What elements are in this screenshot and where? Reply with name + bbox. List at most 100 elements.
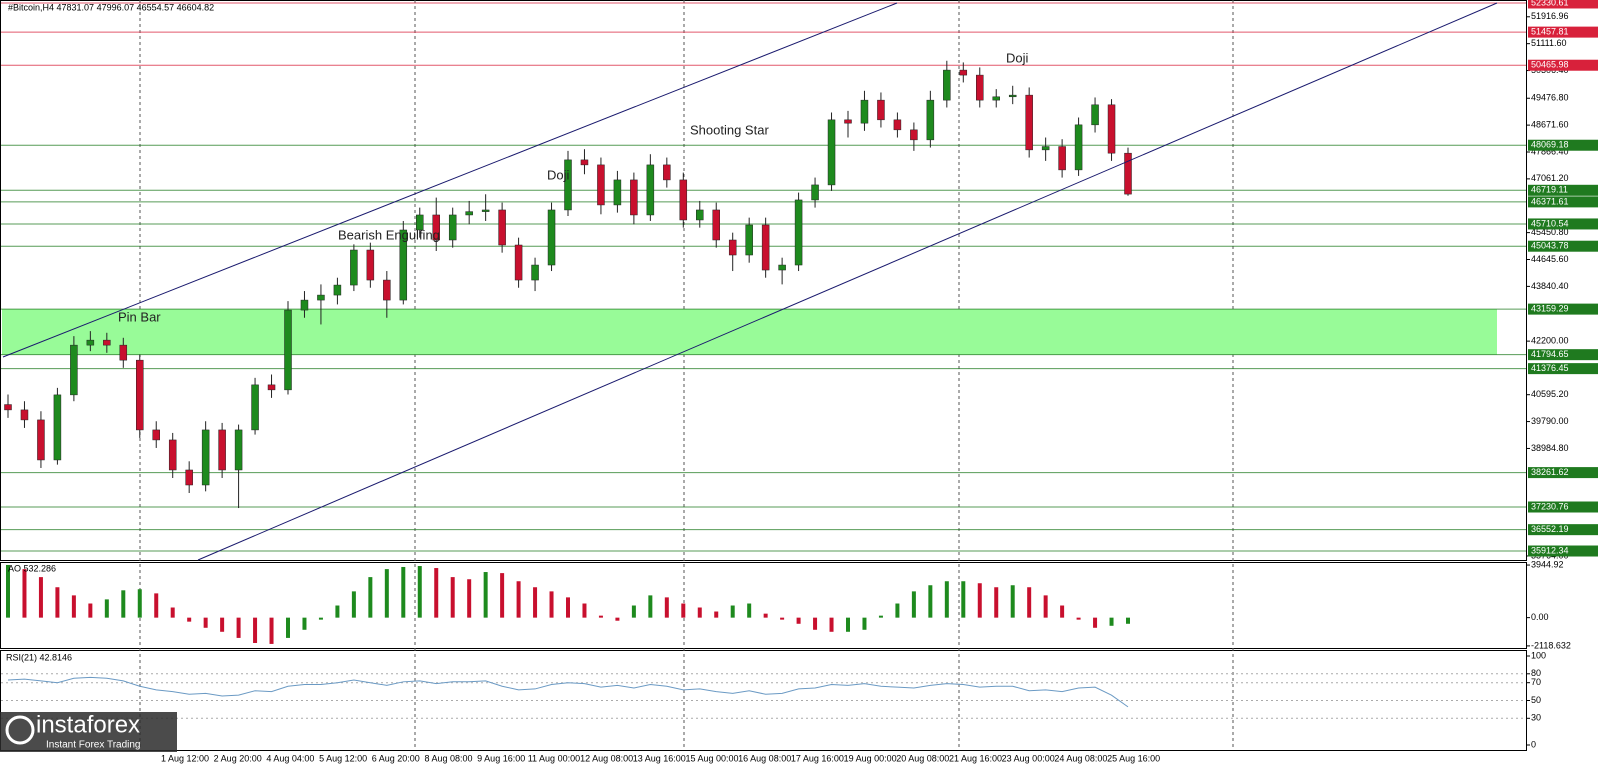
candle-body bbox=[119, 344, 128, 361]
candle-body bbox=[877, 99, 885, 121]
ao-bar bbox=[253, 617, 258, 643]
level-label: 46719.11 bbox=[1531, 185, 1568, 195]
ao-bar bbox=[566, 597, 570, 618]
ao-bar bbox=[944, 581, 949, 618]
candle-body bbox=[185, 469, 193, 486]
ao-bar bbox=[598, 615, 603, 618]
level-tag bbox=[1528, 524, 1598, 536]
candle-body bbox=[284, 309, 292, 391]
candle-body bbox=[1041, 146, 1050, 151]
ao-bar bbox=[813, 617, 818, 630]
candle-body bbox=[712, 209, 720, 241]
candle-body bbox=[926, 99, 935, 141]
y-tick-label: 3944.92 bbox=[1531, 559, 1564, 569]
ao-bar bbox=[335, 605, 340, 618]
ao-bar bbox=[154, 593, 159, 618]
ao-bar bbox=[384, 569, 389, 618]
level-tag bbox=[1528, 349, 1598, 361]
candle-body bbox=[860, 99, 869, 124]
candle-body bbox=[992, 96, 1000, 101]
annotation: Doji bbox=[1006, 50, 1029, 65]
ao-bar bbox=[286, 617, 290, 638]
candle-body bbox=[613, 179, 622, 206]
ao-bar bbox=[697, 607, 702, 618]
candle-body bbox=[794, 199, 803, 266]
candle-body bbox=[37, 419, 45, 461]
candle-body bbox=[399, 229, 408, 301]
level-label: 36552.19 bbox=[1531, 524, 1569, 534]
level-label: 35912.34 bbox=[1531, 545, 1569, 555]
y-tick-label: 40595.20 bbox=[1531, 389, 1569, 399]
logo-icon bbox=[5, 715, 35, 745]
rsi-line bbox=[7, 676, 1129, 708]
ao-bar bbox=[763, 613, 768, 618]
candle-body bbox=[366, 249, 375, 281]
logo-box bbox=[0, 712, 177, 752]
candle-body bbox=[547, 209, 556, 266]
level-tag bbox=[1528, 26, 1598, 38]
ao-bar bbox=[747, 603, 752, 618]
candle-body bbox=[168, 439, 177, 471]
level-tag bbox=[1528, 501, 1598, 513]
y-tick-label: 43840.40 bbox=[1531, 281, 1569, 291]
ao-bar bbox=[1060, 605, 1065, 618]
ao-bar bbox=[928, 585, 933, 618]
ao-bar bbox=[631, 605, 636, 618]
ao-bar bbox=[1093, 617, 1098, 628]
header: #Bitcoin,H4 47831.07 47996.07 46554.57 4… bbox=[8, 2, 214, 12]
candle-body bbox=[1025, 94, 1033, 151]
y-tick-label: 70 bbox=[1531, 677, 1541, 687]
level-label: 37230.76 bbox=[1531, 501, 1569, 511]
candle-body bbox=[531, 264, 539, 281]
candle-body bbox=[136, 359, 144, 431]
candle-body bbox=[844, 119, 852, 124]
x-tick-label: 8 Aug 08:00 bbox=[424, 753, 472, 763]
candle-body bbox=[448, 214, 457, 241]
candle-body bbox=[300, 299, 309, 311]
level-label: 45043.78 bbox=[1531, 241, 1569, 251]
candle-body bbox=[564, 159, 572, 211]
ao-bar bbox=[780, 617, 785, 620]
ao-bar bbox=[500, 573, 505, 618]
candle-body bbox=[465, 211, 473, 216]
y-tick-label: 48671.60 bbox=[1531, 119, 1569, 129]
logo-name: instaforex bbox=[36, 711, 140, 738]
candle-body bbox=[827, 119, 836, 186]
candle-body bbox=[646, 164, 655, 216]
ao-bar bbox=[302, 617, 307, 630]
candle-body bbox=[20, 409, 29, 421]
ao-bar bbox=[730, 605, 735, 618]
ao-bar bbox=[71, 595, 76, 618]
x-tick-label: 1 Aug 12:00 bbox=[161, 753, 209, 763]
zone bbox=[2, 309, 1497, 355]
candle-body bbox=[663, 164, 671, 181]
ao-bar bbox=[483, 572, 488, 618]
candle-body bbox=[1124, 152, 1132, 195]
ao-bar bbox=[401, 566, 406, 618]
ao-panel bbox=[0, 562, 1527, 649]
ao-bar bbox=[1043, 595, 1048, 618]
level-label: 51457.81 bbox=[1531, 26, 1569, 36]
x-tick-label: 11 Aug 00:00 bbox=[528, 753, 580, 763]
ao-bar bbox=[961, 581, 966, 618]
x-tick-label: 5 Aug 12:00 bbox=[319, 753, 367, 763]
candle-body bbox=[679, 179, 688, 221]
x-tick-label: 21 Aug 16:00 bbox=[949, 753, 1002, 763]
ao-bar bbox=[450, 577, 455, 618]
annotation: Doji bbox=[547, 167, 570, 182]
rsi-label: RSI(21) 42.8146 bbox=[6, 652, 72, 662]
ao-bar bbox=[1076, 617, 1081, 620]
candle-body bbox=[333, 284, 342, 296]
ao-bar bbox=[878, 615, 883, 618]
channel-upper bbox=[2, 2, 898, 358]
candle-body bbox=[761, 224, 770, 271]
y-tick-label: 49476.80 bbox=[1531, 93, 1569, 103]
y-tick-label: 100 bbox=[1531, 650, 1546, 660]
candle-body bbox=[696, 209, 704, 221]
ao-bar bbox=[681, 603, 686, 618]
logo-tagline: Instant Forex Trading bbox=[46, 740, 141, 751]
level-tag bbox=[1528, 303, 1598, 315]
ao-bar bbox=[862, 617, 867, 630]
level-label: 52330.61 bbox=[1531, 0, 1569, 7]
